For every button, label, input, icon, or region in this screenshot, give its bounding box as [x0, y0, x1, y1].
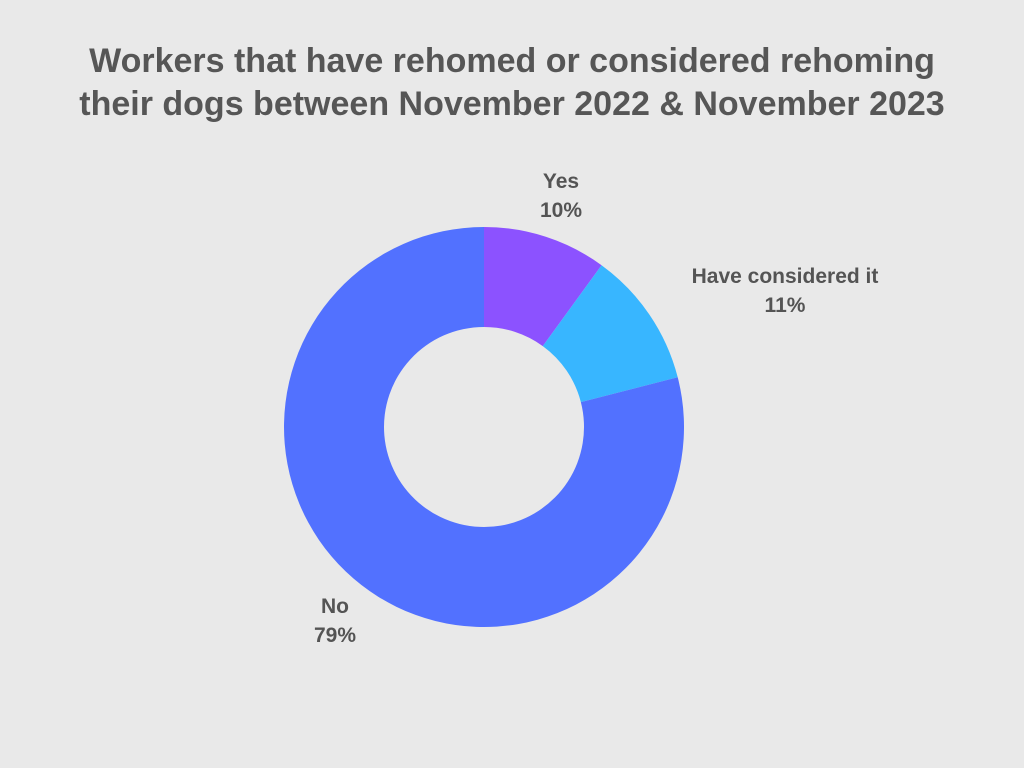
- segment-label-value: 79%: [313, 624, 357, 647]
- segment-label-name: No: [321, 595, 349, 618]
- segment-label-value: 10%: [539, 199, 583, 222]
- chart-title-line-2: their dogs between November 2022 & Novem…: [79, 85, 945, 123]
- segment-label-yes: Yes 10%: [540, 167, 582, 225]
- donut-segment-no: [284, 227, 684, 627]
- segment-label-no: No 79%: [314, 592, 356, 650]
- segment-label-have-considered-it: Have considered it 11%: [692, 262, 879, 320]
- donut-segment-have-considered-it: [542, 265, 678, 403]
- donut-chart: [284, 227, 684, 627]
- chart-title-line-1: Workers that have rehomed or considered …: [89, 42, 935, 80]
- donut-segment-yes: [484, 227, 602, 347]
- segment-label-name: Yes: [542, 170, 580, 193]
- chart-title: Workers that have rehomed or considered …: [0, 40, 1024, 126]
- segment-label-value: 11%: [764, 294, 806, 317]
- segment-label-name: Have considered it: [691, 265, 879, 288]
- donut-svg: [284, 227, 684, 627]
